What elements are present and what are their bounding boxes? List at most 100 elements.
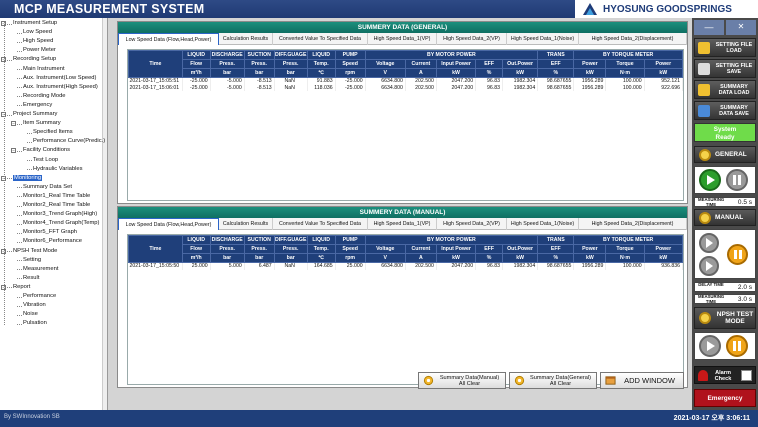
setting-file-save-button[interactable]: SETTING FILE SAVE (694, 59, 756, 78)
tree-item[interactable]: Vibration (23, 301, 46, 310)
tree-expander[interactable]: − (1, 175, 6, 181)
manual-delay-time[interactable]: DELAY TIME 2.0 s (694, 282, 756, 292)
general-mode-header[interactable]: GENERAL (694, 146, 756, 163)
tree-item[interactable]: Low Speed (23, 28, 52, 37)
tree-item[interactable]: Monitoring (13, 174, 43, 183)
npsh-pause-button[interactable] (726, 335, 748, 357)
tree-item[interactable]: Specified Items (33, 128, 73, 137)
tree-item[interactable]: Pulsation (23, 319, 47, 328)
general-pause-button[interactable] (726, 169, 748, 191)
tab-hs-2-vp[interactable]: High Speed Data_2(VP) (437, 218, 507, 230)
tree-item[interactable]: Aux. Instrument(High Speed) (23, 83, 98, 92)
alarm-label-1: Alarm (715, 370, 731, 376)
tree-item[interactable]: Monitor2_Real Time Table (23, 201, 90, 210)
add-window-button[interactable]: ADD WINDOW (600, 372, 684, 389)
manual-mode-header[interactable]: MANUAL (694, 209, 756, 226)
tab-hs-1-noise[interactable]: High Speed Data_1(Noise) (507, 218, 579, 230)
tree-item[interactable]: Recording Setup (13, 55, 56, 64)
tab-calculation[interactable]: Calculation Results (219, 218, 273, 230)
general-start-button[interactable] (699, 169, 721, 191)
tab-calculation[interactable]: Calculation Results (219, 33, 273, 45)
tree-expander[interactable]: − (1, 112, 6, 117)
col-unit: rpm (334, 253, 366, 263)
tree-item[interactable]: Emergency (23, 101, 52, 110)
tree-item[interactable]: Main Instrument (23, 65, 65, 74)
minimize-button[interactable]: — (694, 20, 724, 35)
emergency-button[interactable]: Emergency (694, 389, 756, 407)
tab-hs-2-vp[interactable]: High Speed Data_2(VP) (437, 33, 507, 45)
general-data-grid[interactable]: Time LIQUID DISCHARGE SUCTION DIFF.GUAGE LIQU… (127, 49, 684, 201)
manual-all-clear-button[interactable]: Summary Data(Manual) All Clear (418, 372, 506, 389)
sidebar-scrollbar[interactable] (102, 18, 107, 410)
npsh-mode-header[interactable]: NPSH TEST MODE (694, 307, 756, 329)
tree-item[interactable]: Aux. Instrument(Low Speed) (23, 74, 96, 83)
tree-item[interactable]: Recording Mode (23, 92, 66, 101)
tab-converted[interactable]: Converted Value To Specified Data (273, 33, 368, 45)
table-row[interactable]: 2021-03-17_15:05:51 -25.000 -5.000 -8.513 Na… (128, 77, 684, 85)
tab-low-speed[interactable]: Low Speed Data (Flow,Head,Power) (118, 33, 219, 45)
manual-pause-button[interactable] (727, 244, 748, 265)
general-measuring-time[interactable]: MEASURING TIME 0.5 s (694, 197, 756, 207)
tree-item[interactable]: Item Summary (23, 119, 61, 128)
tree-item[interactable]: Performance Curve(Predic.) (33, 137, 105, 146)
table-cell: 202.500 (405, 262, 437, 270)
tree-item[interactable]: Test Loop (33, 156, 58, 165)
tree-item[interactable]: Monitor4_Trend Graph(Temp) (23, 219, 99, 228)
pause-icon (733, 341, 741, 351)
tree-item[interactable]: Monitor5_FFT Graph (23, 228, 77, 237)
tree-item[interactable]: Summary Data Set (23, 183, 72, 192)
tree-item[interactable]: Measurement (23, 265, 58, 274)
tab-low-speed[interactable]: Low Speed Data (Flow,Head,Power) (118, 218, 219, 230)
col-unit: kW (643, 253, 684, 263)
summary-data-save-button[interactable]: SUMMARY DATA SAVE (694, 101, 756, 120)
tree-item[interactable]: Project Summary (13, 110, 57, 119)
tree-expander[interactable]: − (1, 21, 6, 26)
tree-expander[interactable]: − (1, 248, 6, 254)
tree-item[interactable]: Hydraulic Variables (33, 165, 83, 174)
close-button[interactable]: ✕ (726, 20, 756, 35)
tree-item[interactable]: High Speed (23, 37, 53, 46)
tree-expander[interactable]: − (11, 121, 16, 127)
setting-file-load-button[interactable]: SETTING FILE LOAD (694, 38, 756, 57)
tree-expander[interactable]: − (1, 284, 6, 290)
alarm-check[interactable]: Alarm Check (694, 366, 756, 384)
tree-item[interactable]: Monitor1_Real Time Table (23, 192, 90, 201)
table-row[interactable]: 2021-03-17_15:05:50 25.000 5.000 6.487 NaN 16… (128, 262, 684, 270)
manual-start-button[interactable] (699, 233, 719, 253)
tab-hs-1-noise[interactable]: High Speed Data_1(Noise) (507, 33, 579, 45)
tree-item[interactable]: Instrument Setup (13, 19, 57, 28)
tab-hs-2-displacement[interactable]: High Speed Data_2(Displacement) (579, 33, 687, 45)
gear-icon (698, 62, 710, 75)
tree-item[interactable]: Power Meter (23, 46, 56, 55)
manual-data-grid[interactable]: Time LIQUID DISCHARGE SUCTION DIFF.GUAGE LIQU… (127, 234, 684, 385)
table-row[interactable]: 2021-03-17_15:06:01 -25.000 -5.000 -8.513 Na… (128, 84, 684, 91)
tree-item[interactable]: Noise (23, 310, 38, 319)
general-clear-line2: All Clear (549, 380, 572, 387)
tab-hs-1-vp[interactable]: High Speed Data_1(VP) (368, 218, 437, 230)
tab-hs-1-vp[interactable]: High Speed Data_1(VP) (368, 33, 437, 45)
npsh-start-button[interactable] (699, 335, 721, 357)
tree-item-label: Noise (23, 311, 38, 318)
alarm-checkbox[interactable] (741, 370, 752, 381)
navigation-tree[interactable]: Instrument Setup − Low Speed High Speed Powe… (0, 18, 108, 410)
tree-item[interactable]: Performance (23, 292, 56, 301)
tree-item[interactable]: Facility Conditions (23, 146, 70, 155)
manual-measuring-time[interactable]: MEASURING TIME 3.0 s (694, 294, 756, 304)
col-group: BY TORQUE METER (573, 50, 683, 60)
tree-item[interactable]: NPSH Test Mode (13, 247, 57, 256)
general-all-clear-button[interactable]: Summary Data(General) All Clear (509, 372, 597, 389)
tab-hs-2-displacement[interactable]: High Speed Data_2(Displacement) (579, 218, 687, 230)
summary-manual-panel: SUMMERY DATA (MANUAL) Low Speed Data (Fl… (117, 206, 688, 388)
tree-item[interactable]: Monitor6_Performance (23, 237, 82, 246)
tree-item[interactable]: Monitor3_Trend Graph(High) (23, 210, 97, 219)
tree-item[interactable]: Result (23, 274, 39, 283)
tree-item[interactable]: Report (13, 283, 30, 292)
col-unit: bar (273, 68, 308, 78)
manual-step-button[interactable] (699, 256, 719, 276)
tree-expander[interactable]: − (11, 148, 16, 154)
datetime-display: 2021-03-17 오후 3:06:11 (673, 415, 750, 422)
tab-converted[interactable]: Converted Value To Specified Data (273, 218, 368, 230)
summary-data-load-button[interactable]: SUMMARY DATA LOAD (694, 80, 756, 99)
tree-item[interactable]: Setting (23, 256, 41, 265)
tree-expander[interactable]: − (1, 57, 6, 63)
